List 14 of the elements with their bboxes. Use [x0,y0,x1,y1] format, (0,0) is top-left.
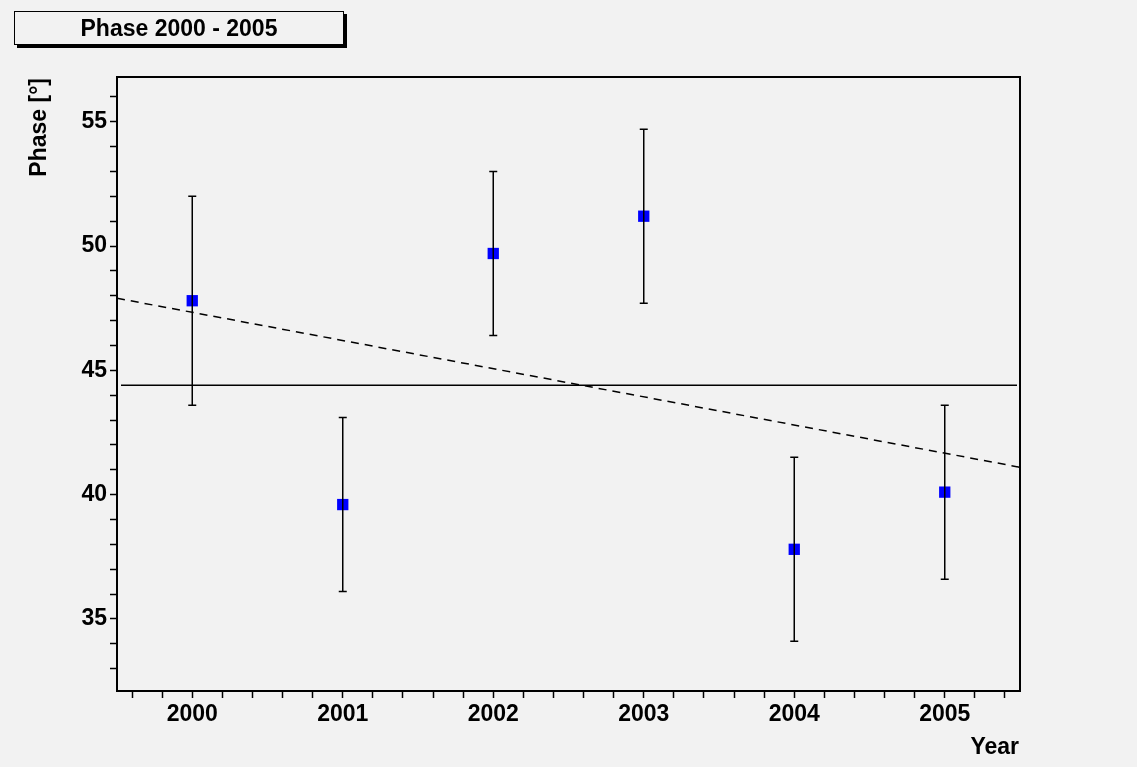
x-tick-label: 2004 [768,700,821,727]
x-axis-title: Year [970,733,1019,760]
y-tick-label: 35 [81,604,108,631]
y-tick-label: 40 [81,479,107,506]
x-tick-label: 2003 [618,700,670,727]
y-tick-label: 50 [81,231,107,258]
x-tick-label: 2005 [919,700,971,727]
y-tick-label: 55 [81,107,108,134]
x-tick-label: 2000 [166,700,218,727]
x-tick-label: 2002 [467,700,519,727]
chart-title: Phase 2000 - 2005 [14,11,344,45]
x-tick-label: 2001 [317,700,369,727]
y-axis-title: Phase [°] [25,78,52,177]
y-tick-label: 45 [81,355,108,382]
